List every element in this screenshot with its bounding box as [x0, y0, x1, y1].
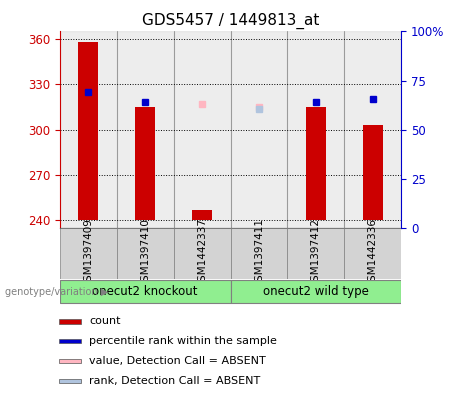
Text: count: count — [89, 316, 121, 327]
Bar — [287, 31, 344, 228]
Text: onecut2 knockout: onecut2 knockout — [93, 285, 198, 298]
Bar — [117, 31, 174, 228]
Bar — [78, 42, 98, 220]
Bar — [59, 319, 81, 324]
Bar — [60, 31, 117, 228]
Text: GSM1397411: GSM1397411 — [254, 219, 264, 288]
Text: rank, Detection Call = ABSENT: rank, Detection Call = ABSENT — [89, 376, 260, 386]
Text: GSM1397410: GSM1397410 — [140, 219, 150, 288]
Bar — [117, 228, 174, 279]
Text: GSM1397412: GSM1397412 — [311, 219, 321, 288]
Bar — [230, 280, 401, 303]
Bar — [344, 228, 401, 279]
Bar — [174, 31, 230, 228]
Bar — [59, 339, 81, 343]
Bar — [344, 31, 401, 228]
Bar — [174, 228, 230, 279]
Text: onecut2 wild type: onecut2 wild type — [263, 285, 369, 298]
Title: GDS5457 / 1449813_at: GDS5457 / 1449813_at — [142, 13, 319, 29]
Bar — [306, 107, 326, 220]
Bar — [230, 31, 287, 228]
Bar — [59, 359, 81, 363]
Bar — [60, 228, 117, 279]
Text: genotype/variation ▶: genotype/variation ▶ — [5, 287, 108, 297]
Text: percentile rank within the sample: percentile rank within the sample — [89, 336, 277, 346]
Bar — [192, 210, 212, 220]
Bar — [60, 280, 230, 303]
Text: value, Detection Call = ABSENT: value, Detection Call = ABSENT — [89, 356, 266, 366]
Bar — [287, 228, 344, 279]
Text: GSM1397409: GSM1397409 — [83, 219, 94, 288]
Bar — [230, 228, 287, 279]
Bar — [135, 107, 155, 220]
Bar — [59, 378, 81, 383]
Text: GSM1442337: GSM1442337 — [197, 219, 207, 288]
Text: GSM1442336: GSM1442336 — [367, 219, 378, 288]
Bar — [363, 125, 383, 220]
